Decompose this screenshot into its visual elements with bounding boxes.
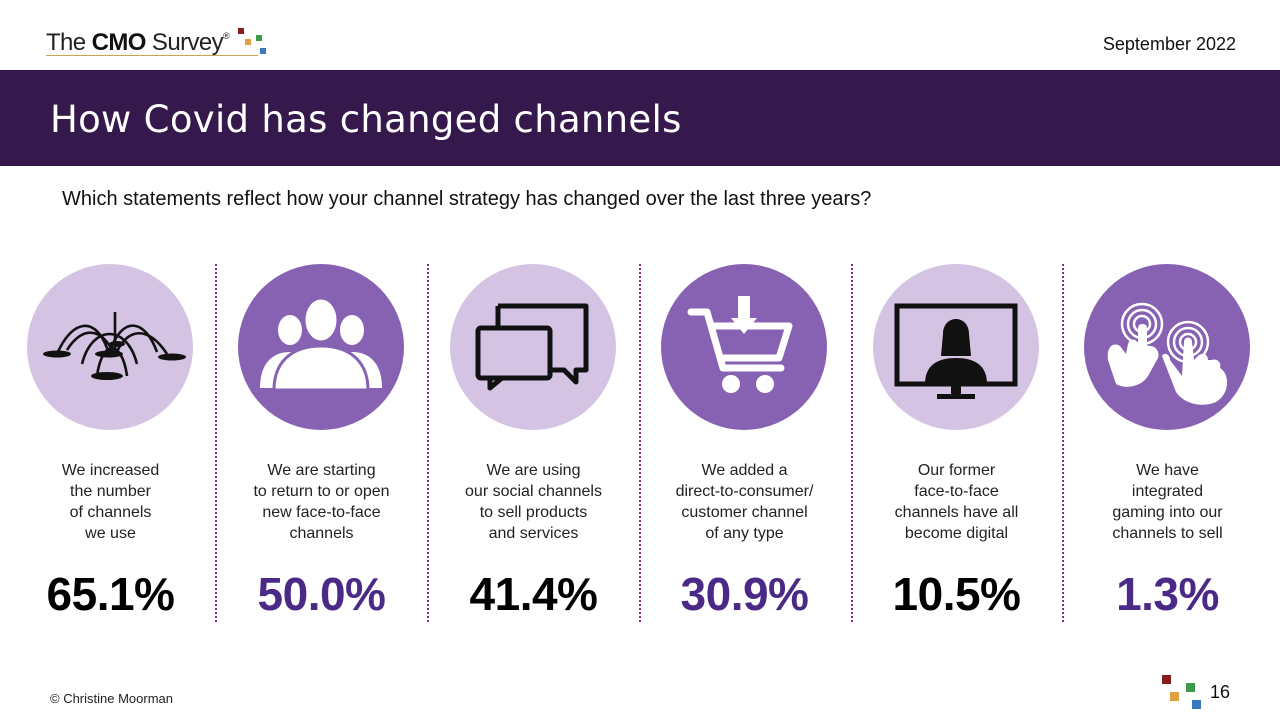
page-title: How Covid has changed channels [50, 98, 682, 141]
stat-percent: 10.5% [892, 568, 1021, 620]
label-line: channels to sell [1112, 525, 1223, 542]
stat-column-3: We are using our social channels to sell… [428, 262, 639, 622]
shopping-cart-icon [687, 296, 793, 393]
stat-column-1: We increased the number of channels we u… [5, 262, 216, 622]
cmo-survey-logo: The CMO Survey® [46, 26, 276, 60]
label-line: customer channel [681, 504, 808, 521]
logo-square-blue [260, 48, 266, 54]
stat-percent: 50.0% [257, 568, 386, 620]
stat-label: We are starting to return to or open new… [216, 460, 427, 544]
logo-prefix: The [46, 29, 86, 56]
label-line: to sell products [479, 504, 588, 521]
stat-percent: 30.9% [680, 568, 809, 620]
label-line: integrated [1131, 483, 1204, 500]
logo-suffix: Survey [151, 29, 224, 56]
stat-percent: 1.3% [1116, 568, 1219, 620]
survey-question: Which statements reflect how your channe… [62, 188, 872, 210]
fountain-icon [43, 312, 186, 380]
footer-square-red [1162, 675, 1171, 684]
label-line: and services [488, 525, 579, 542]
label-line: We have [1136, 462, 1199, 479]
people-group-icon [260, 296, 382, 392]
logo-text: The CMO Survey® [46, 29, 230, 57]
label-line: channels have all [894, 504, 1019, 521]
column-divider [1062, 264, 1064, 622]
report-date: September 2022 [1102, 34, 1236, 54]
icon-circle [873, 264, 1039, 430]
video-call-icon [894, 303, 1018, 399]
icon-circle [27, 264, 193, 430]
stat-column-5: Our former face-to-face channels have al… [851, 262, 1062, 622]
icon-circle [238, 264, 404, 430]
icon-circle [450, 264, 616, 430]
stat-label: We added a direct-to-consumer/ customer … [639, 460, 850, 544]
logo-bold: CMO [91, 29, 147, 56]
label-line: our social channels [465, 483, 602, 500]
footer-square-orange [1170, 692, 1179, 701]
label-line: new face-to-face [262, 504, 381, 521]
logo-registered-mark: ® [223, 31, 230, 41]
stat-percent: 65.1% [46, 568, 175, 620]
column-divider [427, 264, 429, 622]
logo-square-red [238, 28, 244, 34]
label-line: become digital [904, 525, 1009, 542]
title-banner [0, 70, 1280, 166]
label-line: We added a [701, 462, 788, 479]
label-line: We are using [486, 462, 581, 479]
page-number: 16 [1209, 682, 1230, 702]
label-line: of any type [705, 525, 784, 542]
stat-column-2: We are starting to return to or open new… [216, 262, 427, 622]
column-divider [851, 264, 853, 622]
label-line: channels [289, 525, 354, 542]
label-line: we use [85, 525, 136, 542]
stat-label: Our former face-to-face channels have al… [851, 460, 1062, 544]
footer-square-green [1186, 683, 1195, 692]
stat-column-6: We have integrated gaming into our chann… [1062, 262, 1273, 622]
stat-column-4: We added a direct-to-consumer/ customer … [639, 262, 850, 622]
label-line: to return to or open [253, 483, 390, 500]
copyright-notice: © Christine Moorman [50, 691, 174, 706]
stat-label: We have integrated gaming into our chann… [1062, 460, 1273, 544]
label-line: gaming into our [1112, 504, 1223, 521]
logo-underline [46, 55, 258, 56]
label-line: face-to-face [914, 483, 999, 500]
touch-hands-icon [1107, 302, 1228, 405]
label-line: We are starting [267, 462, 376, 479]
stat-label: We increased the number of channels we u… [5, 460, 216, 544]
column-divider [215, 264, 217, 622]
label-line: of channels [69, 504, 152, 521]
chat-bubbles-icon [475, 303, 589, 391]
column-divider [639, 264, 641, 622]
icon-circle [661, 264, 827, 430]
label-line: Our former [917, 462, 996, 479]
logo-square-green [256, 35, 262, 41]
label-line: We increased [61, 462, 160, 479]
label-line: direct-to-consumer/ [675, 483, 814, 500]
stat-percent: 41.4% [469, 568, 598, 620]
icon-circle [1084, 264, 1250, 430]
label-line: the number [70, 483, 151, 500]
footer-square-blue [1192, 700, 1201, 709]
logo-square-orange [245, 39, 251, 45]
stat-label: We are using our social channels to sell… [428, 460, 639, 544]
